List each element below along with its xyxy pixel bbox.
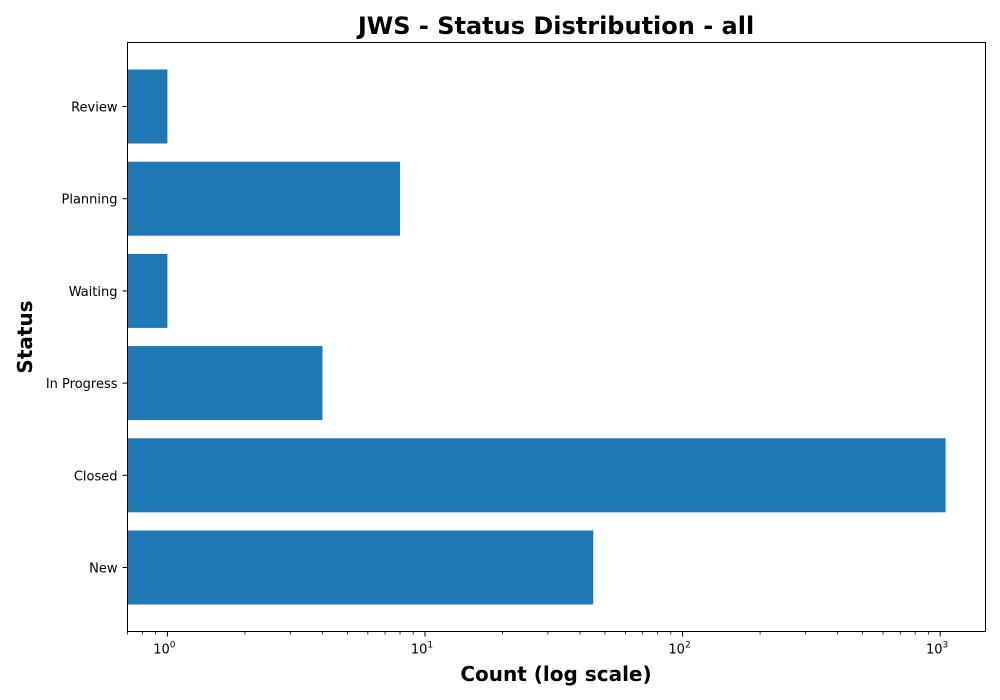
plot-frame: [127, 42, 986, 632]
y-axis-ticks: New Closed In Progress Waiting Planning Revie…: [46, 101, 128, 577]
x-tick-label: 102: [668, 641, 690, 658]
bar-waiting: [127, 253, 168, 328]
y-axis-label: Status: [13, 300, 37, 373]
x-tick-label: 101: [411, 641, 433, 658]
bar-in-progress: [127, 346, 323, 421]
y-tick-label-new: New: [89, 562, 118, 577]
y-tick-label-review: Review: [71, 101, 118, 116]
chart-title: JWS - Status Distribution - all: [356, 12, 754, 40]
bar-review: [127, 69, 168, 144]
x-axis-label: Count (log scale): [460, 662, 651, 686]
y-tick-label-in-progress: In Progress: [46, 377, 118, 392]
y-tick-label-planning: Planning: [62, 193, 118, 208]
bar-closed: [127, 438, 946, 513]
y-tick-label-waiting: Waiting: [69, 285, 118, 300]
bar-planning: [127, 161, 401, 236]
y-tick-label-closed: Closed: [74, 469, 118, 484]
x-axis-ticks: 100 101 102 103: [127, 631, 948, 658]
x-tick-label: 100: [153, 641, 176, 658]
bar-new: [127, 530, 594, 605]
x-tick-label: 103: [926, 641, 948, 658]
bars-group: [127, 69, 946, 605]
